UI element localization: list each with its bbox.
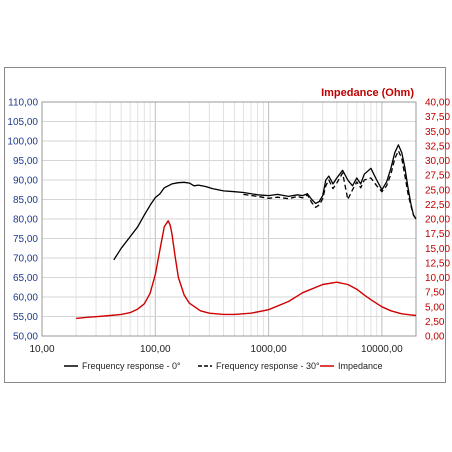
y2-tick-label: 22,50 xyxy=(425,200,450,211)
y-tick-label: 85,00 xyxy=(13,195,38,206)
y2-tick-label: 5,00 xyxy=(425,302,445,313)
x-tick-label: 100,00 xyxy=(140,344,171,355)
y2-tick-label: 25,00 xyxy=(425,185,450,196)
y2-tick-label: 17,50 xyxy=(425,229,450,240)
y2-tick-label: 10,00 xyxy=(425,273,450,284)
chart-frame xyxy=(4,67,446,383)
y-tick-label: 95,00 xyxy=(13,156,38,167)
y2-tick-label: 12,50 xyxy=(425,258,450,269)
series-layer xyxy=(76,144,417,320)
series-line-3 xyxy=(76,220,417,320)
y-tick-label: 75,00 xyxy=(13,234,38,245)
series-line-2 xyxy=(243,150,417,220)
y2-tick-label: 27,50 xyxy=(425,171,450,182)
y2-tick-label: 30,00 xyxy=(425,156,450,167)
y-tick-label: 70,00 xyxy=(13,254,38,265)
y-axis-left-ticks: 50,00 55,00 60,00 65,00 70,00 75,00 80,00 85,00… xyxy=(7,98,38,343)
y-tick-label: 55,00 xyxy=(13,312,38,323)
y2-tick-label: 35,00 xyxy=(425,127,450,138)
y-tick-label: 100,00 xyxy=(7,137,38,148)
legend-label: Frequency response - 30° xyxy=(216,361,320,371)
y2-axis-title: Impedance (Ohm) xyxy=(321,87,414,99)
y2-tick-label: 32,50 xyxy=(425,141,450,152)
y2-tick-label: 40,00 xyxy=(425,98,450,109)
legend-label: Impedance xyxy=(338,361,383,371)
grid xyxy=(41,101,417,337)
y-tick-label: 105,00 xyxy=(7,117,38,128)
x-tick-label: 10000,00 xyxy=(361,344,403,355)
y-tick-label: 60,00 xyxy=(13,293,38,304)
y-tick-label: 110,00 xyxy=(8,98,38,109)
x-tick-label: 1000,00 xyxy=(251,344,288,355)
y2-tick-label: 2,50 xyxy=(425,317,445,328)
y2-tick-label: 15,00 xyxy=(425,244,450,255)
y2-tick-label: 20,00 xyxy=(425,215,450,226)
x-axis-ticks: 10,00 100,00 1000,00 10000,00 xyxy=(29,344,403,355)
y2-tick-label: 7,50 xyxy=(425,288,445,299)
x-tick-label: 10,00 xyxy=(29,344,54,355)
y-tick-label: 80,00 xyxy=(13,215,38,226)
series-line-1 xyxy=(113,144,417,261)
legend: Frequency response - 0° Frequency respons… xyxy=(64,361,383,371)
y2-tick-label: 0,00 xyxy=(425,332,445,343)
y-tick-label: 90,00 xyxy=(13,176,38,187)
y2-tick-label: 37,50 xyxy=(425,112,450,123)
y-tick-label: 65,00 xyxy=(13,273,38,284)
y-axis-right-ticks: 0,00 2,50 5,00 7,50 10,00 12,50 15,00 17,50 20,0… xyxy=(425,98,450,343)
y-tick-label: 50,00 xyxy=(13,332,38,343)
legend-label: Frequency response - 0° xyxy=(82,361,181,371)
